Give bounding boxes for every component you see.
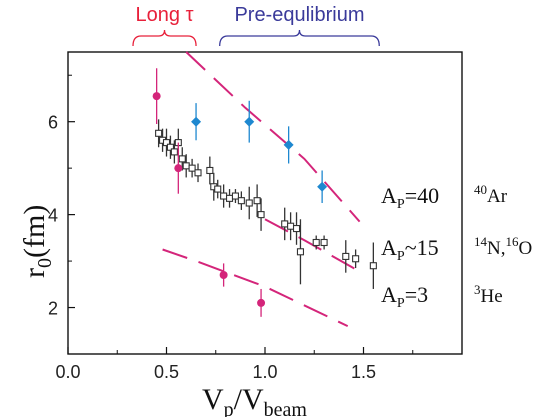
point-s1-28 xyxy=(369,242,377,289)
x-tick-label-2: 1.0 xyxy=(252,362,277,382)
point-s1-3 xyxy=(166,135,174,159)
curve-label-ap15: AP~15 xyxy=(381,235,439,264)
axis-ticks: 0.0 0.5 1.0 1.5 2 4 6 xyxy=(48,74,414,382)
region-labels: Long τ Pre-equlibrium xyxy=(132,4,380,47)
square-marker xyxy=(296,248,305,256)
square-marker xyxy=(231,192,239,200)
square-marker xyxy=(170,148,178,156)
point-s1-10 xyxy=(206,156,214,185)
data-points xyxy=(152,68,377,317)
square-marker xyxy=(253,197,261,205)
point-s1-13 xyxy=(220,184,228,208)
point-s1-8 xyxy=(188,158,196,178)
point-s1-21 xyxy=(287,212,295,241)
point-s1-18 xyxy=(253,184,261,217)
square-marker xyxy=(352,255,360,263)
point-s0-1 xyxy=(244,100,255,143)
point-s1-2 xyxy=(162,128,171,157)
curve-label-ap40: AP=40 xyxy=(381,183,439,212)
square-marker xyxy=(178,155,186,163)
square-marker xyxy=(182,162,190,170)
square-marker xyxy=(206,166,214,175)
diamond-marker xyxy=(191,116,202,127)
curve-labels: AP=40 40Ar AP~15 14N,16O AP=3 3He xyxy=(381,182,532,311)
point-s1-6 xyxy=(178,147,186,171)
point-s2-1 xyxy=(174,142,183,194)
curve-0 xyxy=(185,51,361,223)
point-s2-3 xyxy=(257,288,266,317)
square-marker xyxy=(342,252,350,260)
y-tick-label-2: 6 xyxy=(48,113,58,133)
point-s1-12 xyxy=(214,179,222,199)
point-s1-22 xyxy=(292,212,301,245)
point-s1-19 xyxy=(257,198,265,231)
point-s1-15 xyxy=(231,189,239,203)
point-s0-3 xyxy=(317,170,328,203)
curve-1 xyxy=(264,218,359,272)
square-marker xyxy=(162,139,171,147)
y-tick-label-1: 4 xyxy=(48,206,58,226)
circle-marker xyxy=(219,271,228,280)
square-marker xyxy=(287,222,295,230)
square-marker xyxy=(188,164,196,172)
region-label-1: Pre-equlibrium xyxy=(234,4,364,26)
circle-marker xyxy=(257,298,266,307)
region-bracket-1 xyxy=(219,29,380,47)
square-marker xyxy=(220,192,228,200)
nucleus-label-he: 3He xyxy=(474,282,503,307)
square-marker xyxy=(320,238,328,247)
point-s1-0 xyxy=(155,119,163,148)
point-s1-24 xyxy=(312,235,320,250)
square-marker xyxy=(237,197,245,205)
point-s1-23 xyxy=(296,219,305,285)
region-label-0: Long τ xyxy=(136,4,194,26)
point-s1-26 xyxy=(342,240,350,273)
point-s0-0 xyxy=(191,103,202,141)
x-tick-label-0: 0.0 xyxy=(55,362,80,382)
square-marker xyxy=(225,194,234,202)
square-marker xyxy=(194,169,202,177)
y-axis-title: r0(fm) xyxy=(18,205,56,278)
point-s1-16 xyxy=(237,191,245,210)
point-s1-25 xyxy=(320,235,328,250)
nucleus-label-ar: 40Ar xyxy=(474,182,508,207)
diamond-marker xyxy=(283,139,294,150)
curve-2 xyxy=(162,248,349,328)
square-marker xyxy=(166,143,174,151)
y-tick-label-0: 2 xyxy=(48,299,58,319)
square-marker xyxy=(281,220,289,228)
x-tick-label-1: 0.5 xyxy=(154,362,179,382)
diamond-marker xyxy=(317,181,328,192)
circle-marker xyxy=(174,164,183,173)
point-s1-14 xyxy=(225,189,234,208)
x-tick-label-3: 1.5 xyxy=(351,362,376,382)
point-s0-2 xyxy=(283,126,294,164)
point-s1-17 xyxy=(245,186,253,220)
point-s2-0 xyxy=(152,68,161,125)
square-marker xyxy=(312,238,320,247)
diamond-marker xyxy=(244,116,255,127)
circle-marker xyxy=(152,92,161,101)
nucleus-label-n-o: 14N,16O xyxy=(474,234,532,259)
fit-curves xyxy=(162,51,361,328)
region-bracket-0 xyxy=(132,29,197,47)
point-s1-20 xyxy=(281,207,289,241)
square-marker xyxy=(155,129,163,137)
square-marker xyxy=(214,185,222,193)
square-marker xyxy=(369,262,377,270)
point-s2-2 xyxy=(219,263,228,287)
square-marker xyxy=(245,199,253,207)
square-marker xyxy=(257,211,265,219)
point-s1-9 xyxy=(194,163,202,183)
curve-label-ap3: AP=3 xyxy=(381,282,428,311)
x-axis-title: Vp/Vbeam xyxy=(202,383,307,417)
point-s1-4 xyxy=(170,140,178,164)
point-s1-27 xyxy=(352,249,360,269)
square-marker xyxy=(292,225,301,233)
